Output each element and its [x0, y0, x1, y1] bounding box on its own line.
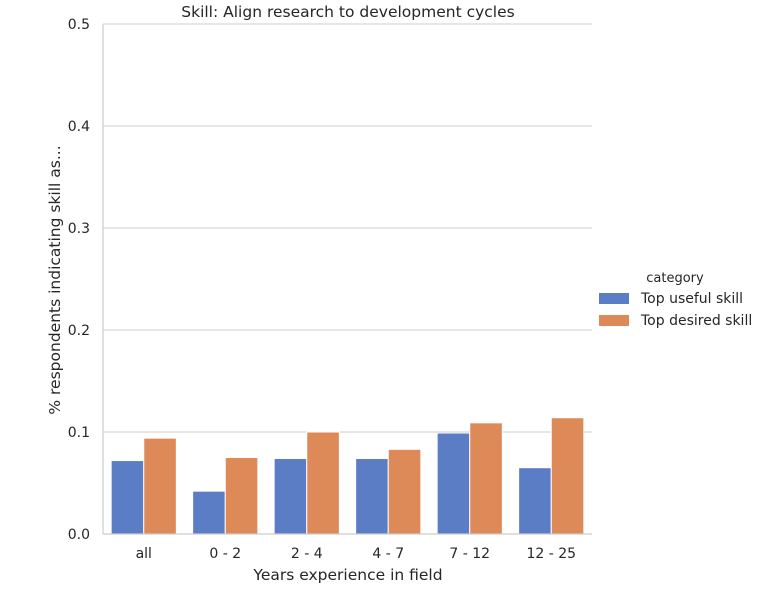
y-tick-labels: 0.0 0.1 0.2 0.3 0.4 0.5 — [68, 17, 90, 543]
y-axis-label: % respondents indicating skill as... — [46, 145, 64, 414]
bar-useful-0 — [110, 460, 145, 535]
x-axis-label: Years experience in field — [252, 566, 442, 584]
y-tick-label: 0.2 — [68, 323, 90, 339]
x-tick-label: all — [136, 546, 152, 562]
y-tick-label: 0.3 — [68, 221, 90, 237]
legend-label-0: Top useful skill — [640, 291, 743, 307]
legend: category Top useful skill Top desired ski… — [599, 271, 752, 329]
bars — [110, 417, 585, 535]
legend-swatch-0 — [599, 293, 629, 304]
legend-swatch-1 — [599, 315, 629, 326]
y-tick-label: 0.5 — [68, 17, 90, 33]
bar-useful-3 — [355, 458, 389, 535]
x-tick-label: 4 - 7 — [372, 546, 404, 562]
axes — [102, 24, 592, 535]
x-tick-label: 12 - 25 — [526, 546, 576, 562]
bar-desired-4 — [469, 422, 503, 535]
bar-useful-4 — [436, 432, 471, 535]
legend-title: category — [646, 271, 704, 286]
bar-desired-5 — [550, 417, 585, 535]
x-tick-label: 2 - 4 — [291, 546, 323, 562]
y-tick-label: 0.1 — [68, 425, 90, 441]
bar-desired-3 — [387, 448, 422, 535]
x-tick-labels: all 0 - 2 2 - 4 4 - 7 7 - 12 12 - 25 — [136, 546, 576, 562]
bar-useful-5 — [518, 467, 552, 535]
bar-useful-1 — [192, 490, 226, 535]
bar-desired-2 — [306, 431, 340, 535]
x-tick-label: 0 - 2 — [209, 546, 241, 562]
y-tick-label: 0.4 — [68, 119, 90, 135]
legend-label-1: Top desired skill — [640, 313, 752, 329]
bar-useful-2 — [273, 458, 308, 535]
chart-title: Skill: Align research to development cyc… — [181, 3, 514, 21]
bar-desired-1 — [224, 457, 259, 535]
bar-desired-0 — [143, 437, 177, 535]
x-tick-label: 7 - 12 — [449, 546, 490, 562]
y-tick-label: 0.0 — [68, 527, 90, 543]
